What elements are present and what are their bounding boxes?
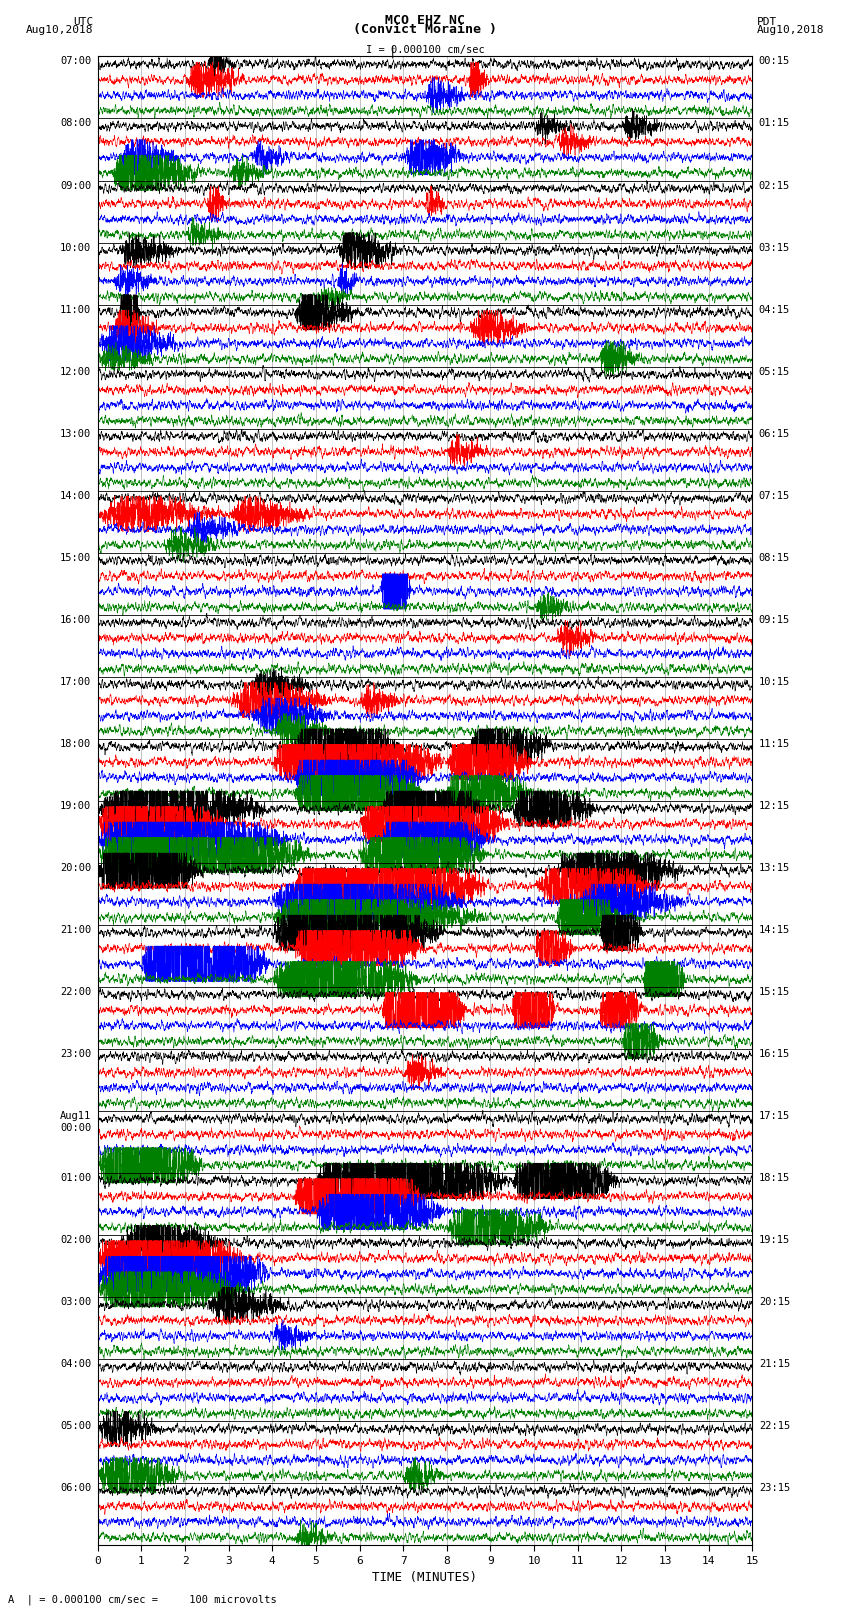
Text: PDT: PDT <box>756 16 777 26</box>
Text: 22:00: 22:00 <box>60 987 91 997</box>
Text: 12:15: 12:15 <box>759 802 790 811</box>
Text: 02:00: 02:00 <box>60 1236 91 1245</box>
Text: 03:15: 03:15 <box>759 242 790 253</box>
Text: UTC: UTC <box>73 16 94 26</box>
Text: 06:15: 06:15 <box>759 429 790 439</box>
Text: 13:15: 13:15 <box>759 863 790 873</box>
Text: 09:15: 09:15 <box>759 615 790 624</box>
Text: 16:15: 16:15 <box>759 1048 790 1060</box>
Text: 18:15: 18:15 <box>759 1173 790 1182</box>
Text: 23:15: 23:15 <box>759 1484 790 1494</box>
Text: 14:00: 14:00 <box>60 490 91 500</box>
Text: 16:00: 16:00 <box>60 615 91 624</box>
Text: 13:00: 13:00 <box>60 429 91 439</box>
Text: 07:00: 07:00 <box>60 56 91 66</box>
Text: 20:00: 20:00 <box>60 863 91 873</box>
Text: 21:00: 21:00 <box>60 924 91 936</box>
Text: 21:15: 21:15 <box>759 1360 790 1369</box>
Text: 11:15: 11:15 <box>759 739 790 748</box>
Text: 10:00: 10:00 <box>60 242 91 253</box>
Text: Aug10,2018: Aug10,2018 <box>756 26 824 35</box>
Text: 08:15: 08:15 <box>759 553 790 563</box>
Text: 00:15: 00:15 <box>759 56 790 66</box>
Text: A  | = 0.000100 cm/sec =     100 microvolts: A | = 0.000100 cm/sec = 100 microvolts <box>8 1594 277 1605</box>
Text: 09:00: 09:00 <box>60 181 91 190</box>
Text: 08:00: 08:00 <box>60 118 91 129</box>
Text: 17:00: 17:00 <box>60 677 91 687</box>
Text: Aug10,2018: Aug10,2018 <box>26 26 94 35</box>
Text: 17:15: 17:15 <box>759 1111 790 1121</box>
Text: 22:15: 22:15 <box>759 1421 790 1431</box>
Text: |: | <box>389 45 396 60</box>
Text: 01:15: 01:15 <box>759 118 790 129</box>
Text: 01:00: 01:00 <box>60 1173 91 1182</box>
Text: MCO EHZ NC: MCO EHZ NC <box>385 13 465 26</box>
Text: 03:00: 03:00 <box>60 1297 91 1307</box>
Text: 05:15: 05:15 <box>759 366 790 376</box>
Text: Aug11
00:00: Aug11 00:00 <box>60 1111 91 1132</box>
Text: 15:00: 15:00 <box>60 553 91 563</box>
Text: 10:15: 10:15 <box>759 677 790 687</box>
Text: 04:15: 04:15 <box>759 305 790 315</box>
Text: 07:15: 07:15 <box>759 490 790 500</box>
Text: 11:00: 11:00 <box>60 305 91 315</box>
Text: I = 0.000100 cm/sec: I = 0.000100 cm/sec <box>366 45 484 55</box>
Text: 19:00: 19:00 <box>60 802 91 811</box>
Text: 14:15: 14:15 <box>759 924 790 936</box>
Text: (Convict Moraine ): (Convict Moraine ) <box>353 23 497 37</box>
Text: 19:15: 19:15 <box>759 1236 790 1245</box>
Text: 12:00: 12:00 <box>60 366 91 376</box>
Text: 06:00: 06:00 <box>60 1484 91 1494</box>
X-axis label: TIME (MINUTES): TIME (MINUTES) <box>372 1571 478 1584</box>
Text: 23:00: 23:00 <box>60 1048 91 1060</box>
Text: 18:00: 18:00 <box>60 739 91 748</box>
Text: 15:15: 15:15 <box>759 987 790 997</box>
Text: 04:00: 04:00 <box>60 1360 91 1369</box>
Text: 05:00: 05:00 <box>60 1421 91 1431</box>
Text: 02:15: 02:15 <box>759 181 790 190</box>
Text: 20:15: 20:15 <box>759 1297 790 1307</box>
